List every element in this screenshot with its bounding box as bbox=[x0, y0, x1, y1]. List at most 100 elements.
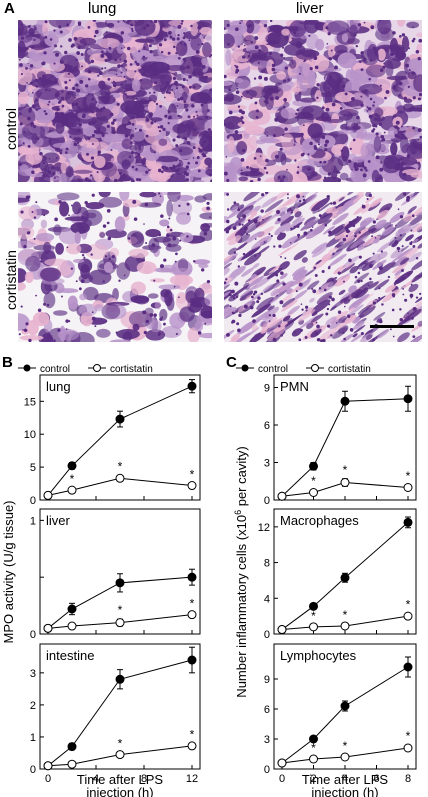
cell-nucleus bbox=[406, 154, 411, 158]
cell-nucleus bbox=[74, 96, 77, 99]
cell-nucleus bbox=[142, 71, 146, 76]
cell-nucleus bbox=[28, 107, 33, 112]
tissue-structure bbox=[325, 316, 337, 326]
tissue-structure bbox=[398, 276, 406, 283]
cell-nucleus bbox=[326, 307, 330, 311]
tissue-structure bbox=[244, 221, 261, 234]
cell-nucleus bbox=[161, 165, 165, 170]
cell-nucleus bbox=[226, 178, 230, 182]
cell-nucleus bbox=[44, 20, 48, 24]
tissue-structure bbox=[248, 275, 259, 284]
tissue-structure bbox=[53, 224, 62, 236]
cell-nucleus bbox=[157, 126, 160, 129]
tissue-structure bbox=[251, 235, 271, 250]
panel-c-x-axis-label-line1: Time after LPS bbox=[302, 772, 389, 787]
cell-nucleus bbox=[395, 224, 397, 227]
panel-b-liver-marker-cortistatin bbox=[43, 623, 53, 633]
cell-nucleus bbox=[108, 257, 112, 261]
cell-nucleus bbox=[404, 298, 408, 302]
tissue-structure bbox=[281, 299, 298, 312]
cell-nucleus bbox=[120, 47, 123, 50]
cell-nucleus bbox=[164, 114, 168, 118]
tissue-structure bbox=[326, 119, 344, 124]
cell-nucleus bbox=[42, 161, 46, 165]
cell-nucleus bbox=[286, 36, 289, 39]
cell-nucleus bbox=[254, 45, 259, 50]
cell-nucleus bbox=[53, 177, 56, 180]
cell-nucleus bbox=[163, 322, 166, 326]
cell-nucleus bbox=[360, 51, 364, 55]
cell-nucleus bbox=[23, 328, 28, 333]
tissue-structure bbox=[268, 317, 283, 329]
tissue-structure bbox=[77, 225, 86, 234]
tissue-structure bbox=[38, 55, 56, 61]
cell-nucleus bbox=[383, 131, 386, 134]
cell-nucleus bbox=[345, 234, 349, 238]
tissue-structure bbox=[294, 211, 302, 218]
cell-nucleus bbox=[317, 143, 321, 146]
cell-nucleus bbox=[340, 149, 344, 152]
cell-nucleus bbox=[287, 197, 289, 199]
tissue-structure bbox=[72, 201, 82, 215]
tissue-structure bbox=[74, 136, 82, 143]
cell-nucleus bbox=[332, 87, 335, 90]
panel-b-lung-y-tick-label: 15 bbox=[24, 396, 36, 408]
cell-nucleus bbox=[117, 64, 121, 68]
cell-nucleus bbox=[268, 233, 271, 236]
cell-nucleus bbox=[400, 269, 404, 273]
cell-nucleus bbox=[112, 80, 116, 83]
tissue-structure bbox=[58, 71, 76, 90]
cell-nucleus bbox=[70, 267, 74, 270]
tissue-structure bbox=[228, 265, 246, 279]
cell-nucleus bbox=[164, 166, 169, 170]
cell-nucleus bbox=[120, 71, 123, 74]
cell-nucleus bbox=[334, 65, 338, 70]
cell-nucleus bbox=[224, 281, 227, 285]
tissue-structure bbox=[399, 257, 410, 265]
cell-nucleus bbox=[197, 43, 200, 46]
cell-nucleus bbox=[48, 89, 51, 92]
tissue-structure bbox=[315, 259, 322, 265]
cell-nucleus bbox=[142, 26, 146, 30]
tissue-structure bbox=[368, 281, 379, 290]
tissue-structure bbox=[346, 37, 360, 45]
cell-nucleus bbox=[356, 216, 360, 219]
cell-nucleus bbox=[122, 173, 126, 177]
cell-nucleus bbox=[119, 38, 124, 42]
cell-nucleus bbox=[279, 300, 284, 305]
cell-nucleus bbox=[343, 337, 346, 341]
tissue-structure bbox=[201, 101, 209, 117]
cell-nucleus bbox=[111, 94, 113, 97]
cell-nucleus bbox=[91, 110, 95, 114]
tissue-structure bbox=[67, 295, 78, 310]
cell-nucleus bbox=[81, 215, 85, 219]
cell-nucleus bbox=[126, 96, 129, 99]
cell-nucleus bbox=[18, 135, 20, 139]
tissue-structure bbox=[124, 90, 137, 96]
cell-nucleus bbox=[264, 192, 269, 195]
tissue-structure bbox=[388, 233, 407, 246]
tissue-structure bbox=[389, 211, 405, 224]
cell-nucleus bbox=[30, 132, 33, 135]
tissue-structure bbox=[331, 296, 350, 310]
cell-nucleus bbox=[396, 246, 401, 251]
tissue-structure bbox=[224, 257, 234, 269]
cell-nucleus bbox=[98, 71, 103, 76]
cell-nucleus bbox=[204, 115, 209, 119]
tissue-structure bbox=[348, 285, 357, 293]
tissue-structure bbox=[377, 20, 392, 35]
panel-c-macrophages-marker-cortistatin bbox=[340, 621, 350, 631]
tissue-structure bbox=[27, 319, 39, 336]
cell-nucleus bbox=[163, 38, 167, 42]
cell-nucleus bbox=[407, 312, 409, 315]
cell-nucleus bbox=[353, 162, 358, 167]
cell-nucleus bbox=[297, 233, 301, 237]
tissue-structure bbox=[72, 258, 85, 264]
panel-b-intestine-marker-control bbox=[67, 742, 77, 752]
cell-nucleus bbox=[419, 292, 422, 296]
cell-nucleus bbox=[159, 317, 163, 321]
cell-nucleus bbox=[259, 155, 262, 158]
tissue-structure bbox=[238, 176, 249, 182]
cell-nucleus bbox=[149, 50, 153, 54]
cell-nucleus bbox=[265, 171, 269, 174]
